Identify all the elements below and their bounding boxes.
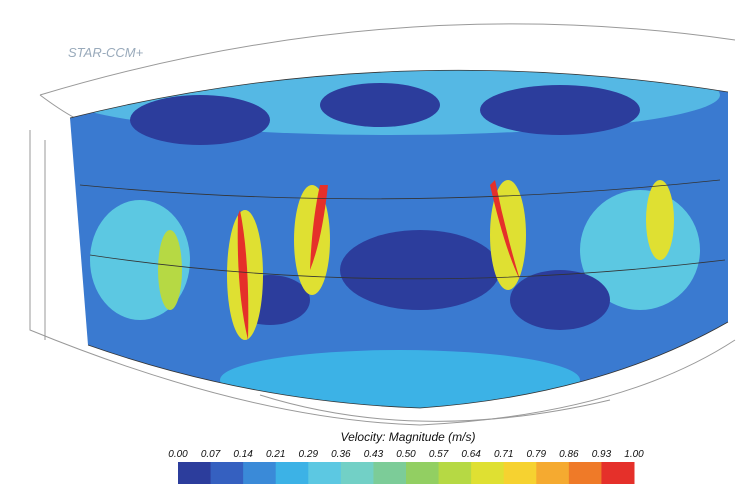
tick-label: 0.21	[266, 449, 285, 460]
color-swatch	[471, 462, 504, 484]
color-swatch	[536, 462, 569, 484]
color-swatch	[601, 462, 634, 484]
color-swatch	[211, 462, 244, 484]
legend-title: Velocity: Magnitude (m/s)	[341, 430, 476, 444]
color-swatch	[373, 462, 406, 484]
page: STAR-CCM+ Velocity: Magnitude (m/s) 0.00…	[0, 0, 740, 491]
color-swatch	[406, 462, 439, 484]
velocity-contour	[60, 30, 740, 420]
tick-label: 0.36	[331, 449, 351, 460]
tick-label: 0.00	[168, 449, 188, 460]
color-swatch	[341, 462, 374, 484]
tick-label: 0.86	[559, 449, 579, 460]
tick-label: 0.14	[233, 449, 253, 460]
tick-label: 1.00	[624, 449, 644, 460]
colorbar: 0.00 0.07 0.14 0.21 0.29 0.36 0.43 0.50 0.57 0.64…	[168, 449, 644, 484]
tick-label: 0.07	[201, 449, 221, 460]
logo: STAR-CCM+	[68, 45, 144, 60]
tick-label: 0.93	[592, 449, 612, 460]
tick-label: 0.50	[396, 449, 416, 460]
color-swatch	[308, 462, 341, 484]
color-swatch	[439, 462, 472, 484]
color-swatch	[178, 462, 211, 484]
tick-label: 0.57	[429, 449, 449, 460]
tick-label: 0.79	[527, 449, 547, 460]
color-swatch	[276, 462, 309, 484]
tick-label: 0.71	[494, 449, 513, 460]
scene: STAR-CCM+ Velocity: Magnitude (m/s) 0.00…	[0, 0, 740, 486]
tick-label: 0.29	[299, 449, 319, 460]
color-swatch	[504, 462, 537, 484]
tick-label: 0.64	[461, 449, 481, 460]
color-swatch	[569, 462, 602, 484]
color-swatch	[243, 462, 276, 484]
tick-label: 0.43	[364, 449, 384, 460]
